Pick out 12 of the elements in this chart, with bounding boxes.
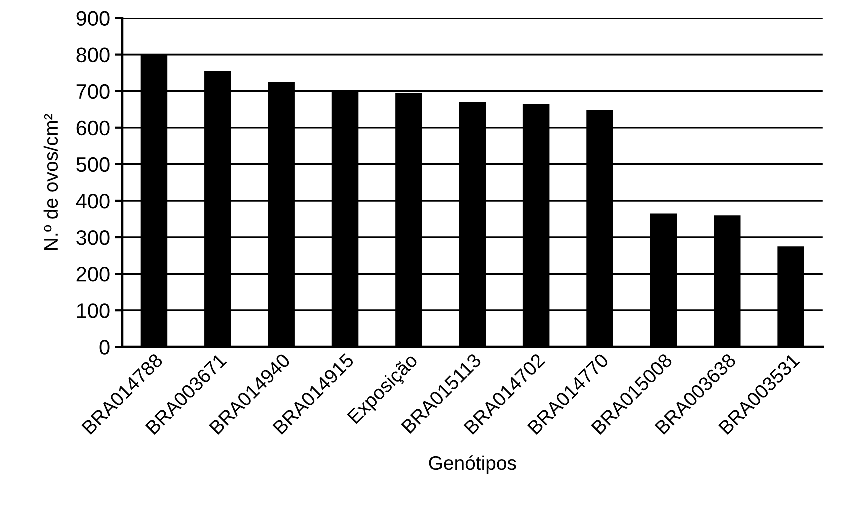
y-tick-label: 0 <box>100 340 110 355</box>
y-axis-title: N.º de ovos/cm² <box>44 114 58 250</box>
y-tick-label: 600 <box>76 120 110 136</box>
y-tick-label: 400 <box>76 194 110 209</box>
y-tick-label: 200 <box>76 267 110 282</box>
y-tick-label: 100 <box>77 304 110 318</box>
y-tick-label: 800 <box>76 48 110 63</box>
y-tick-label: 900 <box>76 11 110 26</box>
x-axis-title: Genótipos <box>429 456 516 474</box>
y-tick-label: 700 <box>76 84 110 100</box>
y-tick-label: 300 <box>76 230 110 246</box>
y-tick-label: 500 <box>76 157 110 172</box>
